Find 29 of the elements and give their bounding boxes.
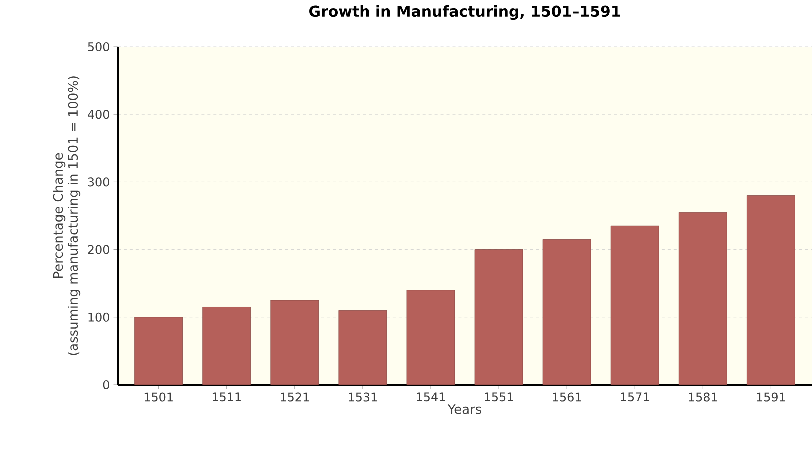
bar (610, 226, 660, 385)
x-tick-label: 1501 (144, 392, 173, 402)
x-tick-label: 1591 (757, 392, 786, 402)
y-tick-label: 100 (88, 312, 110, 322)
bar (202, 307, 252, 385)
y-tick-label: 500 (88, 42, 110, 52)
y-tick-label: 200 (88, 245, 110, 254)
x-tick-label: 1531 (349, 392, 378, 402)
bar (134, 317, 184, 385)
bar (746, 196, 796, 385)
x-tick-label: 1571 (621, 392, 650, 402)
bar (474, 250, 524, 385)
chart-title: Growth in Manufacturing, 1501–1591 (310, 6, 620, 20)
y-tick-label: 400 (88, 110, 110, 120)
bar (678, 212, 728, 385)
x-tick-label: 1541 (417, 392, 446, 402)
x-axis-title: Years (448, 404, 482, 414)
x-tick-label: 1561 (553, 392, 582, 402)
bar (270, 300, 320, 385)
y-axis-title: Percentage Change (assuming manufacturing in 1501 = 100%) (53, 76, 81, 356)
x-tick-label: 1511 (212, 392, 241, 402)
y-tick-label: 300 (88, 178, 110, 187)
bar (542, 239, 592, 385)
bar (338, 310, 388, 385)
bar (406, 290, 456, 385)
x-tick-label: 1551 (485, 392, 514, 402)
x-tick-label: 1581 (689, 392, 718, 402)
x-tick-label: 1521 (281, 392, 310, 402)
y-tick-label: 0 (103, 380, 110, 390)
